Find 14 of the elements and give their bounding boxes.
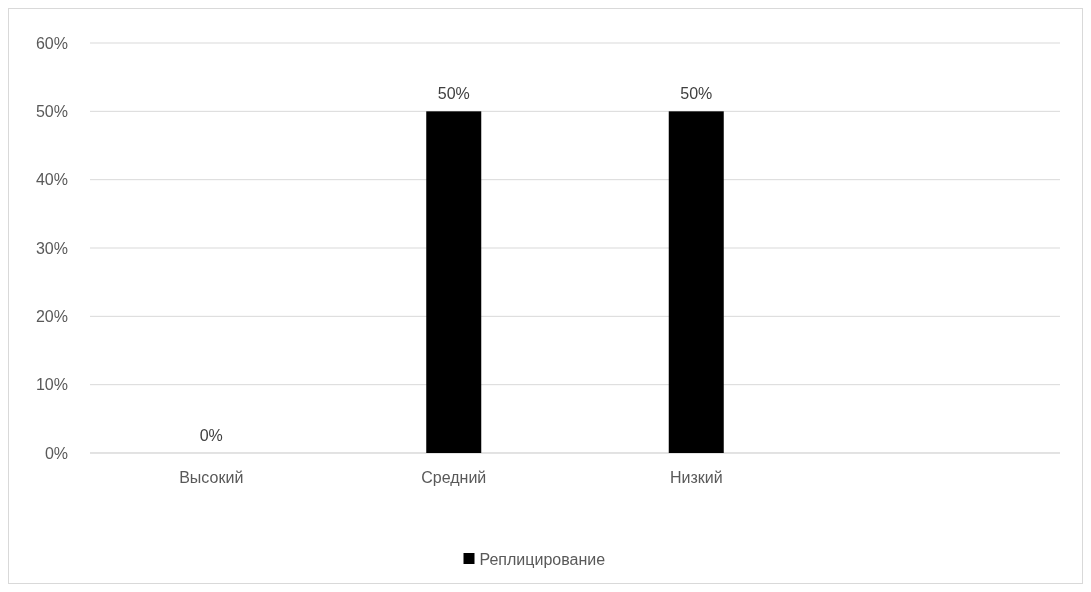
y-tick-label: 40%: [35, 171, 68, 189]
legend-label: Реплицирование: [479, 550, 606, 568]
y-tick-label: 30%: [35, 239, 68, 257]
x-tick-label: Средний: [421, 469, 487, 486]
y-tick-label: 60%: [35, 34, 68, 52]
data-label: 50%: [680, 85, 713, 103]
y-tick-label: 10%: [35, 376, 68, 394]
x-tick-label: Низкий: [669, 469, 723, 486]
y-tick-label: 0%: [44, 444, 68, 462]
data-label: 50%: [437, 85, 470, 103]
y-tick-label: 20%: [35, 307, 68, 325]
x-tick-label: Высокий: [179, 469, 244, 486]
data-label: 0%: [199, 427, 223, 444]
y-tick-label: 50%: [35, 102, 68, 120]
